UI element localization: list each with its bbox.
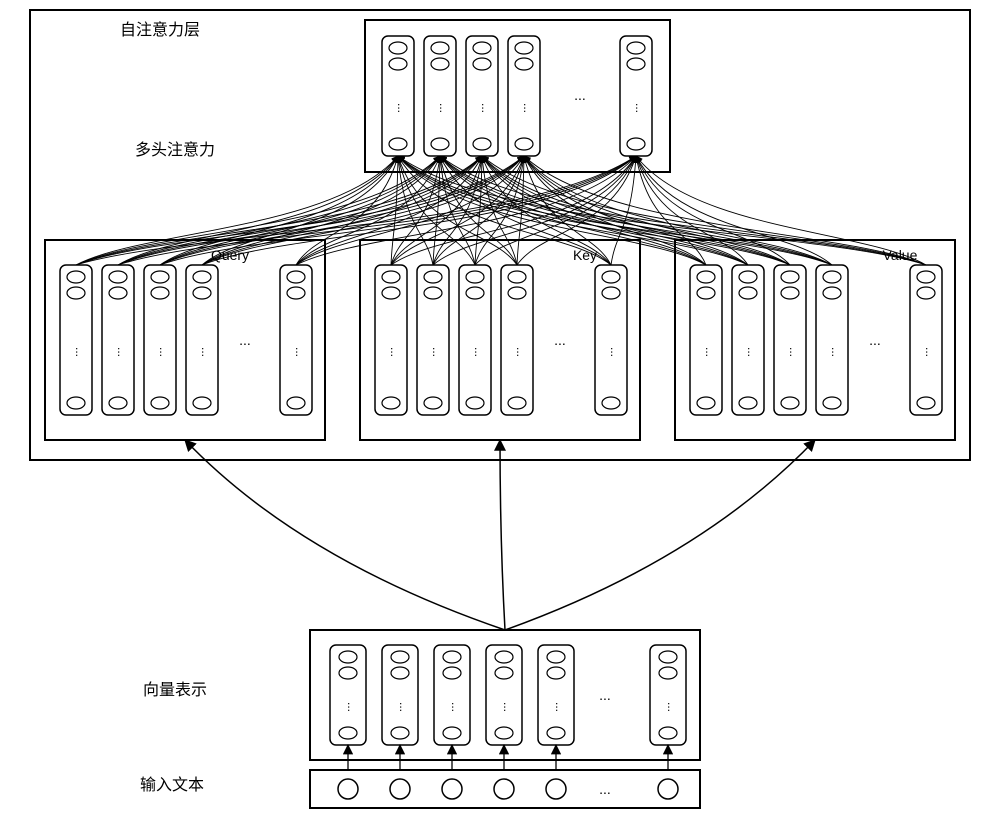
value-vector-1: ...	[732, 265, 764, 415]
svg-text:...: ...	[665, 702, 679, 712]
svg-text:...: ...	[521, 103, 535, 113]
svg-text:...: ...	[115, 347, 129, 357]
svg-text:...: ...	[829, 347, 843, 357]
svg-text:...: ...	[199, 347, 213, 357]
key-vector-2: ...	[459, 265, 491, 415]
embedding-vector-0: ...	[330, 645, 366, 745]
embedding-ellipsis: ...	[599, 687, 611, 703]
key-vector-0: ...	[375, 265, 407, 415]
svg-text:...: ...	[501, 702, 515, 712]
svg-text:...: ...	[608, 347, 622, 357]
input-text-label: 输入文本	[140, 776, 204, 794]
value-block: ...............	[675, 240, 955, 440]
top-vector-4: ...	[620, 36, 652, 156]
svg-text:...: ...	[449, 702, 463, 712]
svg-text:...: ...	[745, 347, 759, 357]
query-block: ...............	[45, 240, 325, 440]
input-token-3	[494, 779, 514, 799]
query-vector-1: ...	[102, 265, 134, 415]
input-token-4	[546, 779, 566, 799]
embedding-vector-2: ...	[434, 645, 470, 745]
input-token-block	[310, 770, 700, 808]
svg-text:...: ...	[479, 103, 493, 113]
value-vector-4: ...	[910, 265, 942, 415]
svg-text:...: ...	[633, 103, 647, 113]
arrow-embed-to-qkv-1	[500, 440, 505, 630]
input-token-2	[442, 779, 462, 799]
svg-text:...: ...	[430, 347, 444, 357]
input-token-0	[338, 779, 358, 799]
svg-text:...: ...	[73, 347, 87, 357]
top-vector-3: ...	[508, 36, 540, 156]
svg-text:...: ...	[472, 347, 486, 357]
svg-text:...: ...	[703, 347, 717, 357]
value-vector-3: ...	[816, 265, 848, 415]
svg-text:...: ...	[157, 347, 171, 357]
vector-repr-label: 向量表示	[143, 681, 207, 699]
key-vector-3: ...	[501, 265, 533, 415]
input-ellipsis: ...	[599, 781, 611, 797]
svg-text:...: ...	[553, 702, 567, 712]
key-ellipsis: ...	[554, 332, 566, 348]
multihead-output-block: ...............	[365, 20, 670, 172]
input-token-5	[658, 779, 678, 799]
svg-text:...: ...	[397, 702, 411, 712]
key-vector-1: ...	[417, 265, 449, 415]
query-vector-2: ...	[144, 265, 176, 415]
svg-text:...: ...	[437, 103, 451, 113]
self-attention-layer-label: 自注意力层	[120, 20, 200, 39]
embedding-vector-3: ...	[486, 645, 522, 745]
arrow-embed-to-qkv-0	[185, 440, 505, 630]
svg-text:...: ...	[345, 702, 359, 712]
svg-text:...: ...	[293, 347, 307, 357]
key-vector-4: ...	[595, 265, 627, 415]
top-vector-0: ...	[382, 36, 414, 156]
embedding-vector-4: ...	[538, 645, 574, 745]
embedding-vector-1: ...	[382, 645, 418, 745]
embedding-block: ..................	[310, 630, 700, 760]
svg-text:...: ...	[395, 103, 409, 113]
svg-text:...: ...	[923, 347, 937, 357]
query-ellipsis: ...	[239, 332, 251, 348]
arrow-qkv-0-2-to-top-0	[160, 156, 398, 265]
top-vector-2: ...	[466, 36, 498, 156]
value-vector-2: ...	[774, 265, 806, 415]
svg-text:...: ...	[514, 347, 528, 357]
self-attention-layer-box	[30, 10, 970, 460]
multi-head-attention-label: 多头注意力	[135, 140, 215, 159]
embedding-vector-5: ...	[650, 645, 686, 745]
svg-text:...: ...	[787, 347, 801, 357]
key-block: ...............	[360, 240, 640, 440]
query-vector-3: ...	[186, 265, 218, 415]
query-vector-4: ...	[280, 265, 312, 415]
value-vector-0: ...	[690, 265, 722, 415]
input-token-1	[390, 779, 410, 799]
query-vector-0: ...	[60, 265, 92, 415]
top-vector-1: ...	[424, 36, 456, 156]
value-ellipsis: ...	[869, 332, 881, 348]
top-ellipsis: ...	[574, 87, 586, 103]
arrow-embed-to-qkv-2	[505, 440, 815, 630]
svg-text:...: ...	[388, 347, 402, 357]
